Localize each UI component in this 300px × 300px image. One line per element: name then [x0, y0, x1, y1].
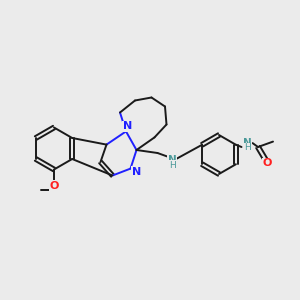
Text: O: O	[49, 181, 59, 191]
Text: N: N	[243, 137, 252, 148]
Text: H: H	[244, 143, 251, 152]
Text: N: N	[132, 167, 141, 177]
Text: H: H	[169, 160, 175, 169]
Text: O: O	[262, 158, 272, 169]
Text: N: N	[123, 121, 132, 131]
Text: N: N	[168, 154, 177, 165]
